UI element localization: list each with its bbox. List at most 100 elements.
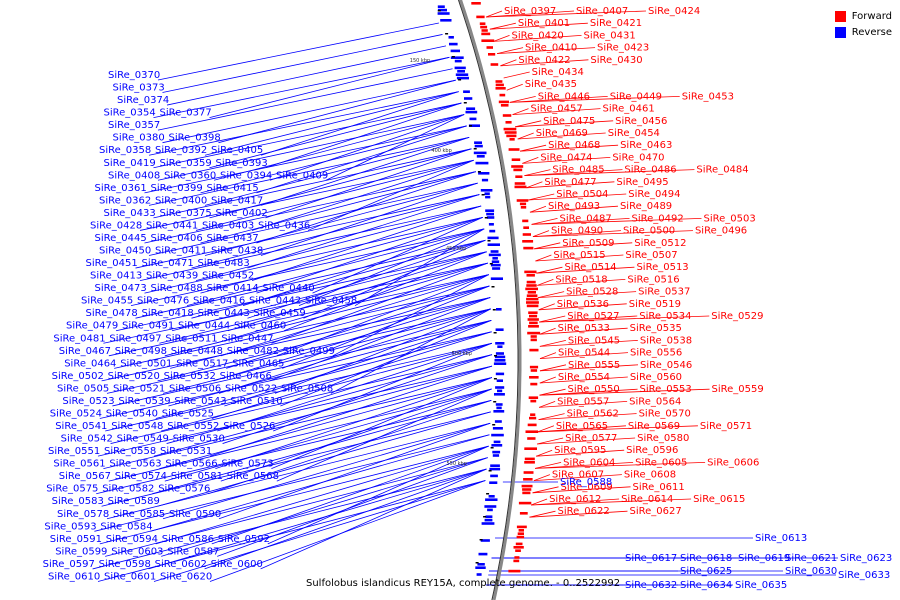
gene-label[interactable]: SiRe_0495 bbox=[616, 177, 668, 188]
gene-label[interactable]: SiRe_0402 bbox=[216, 208, 268, 219]
gene-label[interactable]: SiRe_0578 bbox=[57, 509, 109, 520]
gene-label[interactable]: SiRe_0569 bbox=[628, 421, 680, 432]
gene-label[interactable]: SiRe_0609 bbox=[561, 482, 613, 493]
gene-label[interactable]: SiRe_0625 bbox=[680, 566, 732, 577]
gene-label[interactable]: SiRe_0476 bbox=[137, 296, 189, 307]
gene-label[interactable]: SiRe_0520 bbox=[108, 371, 160, 382]
gene-label[interactable]: SiRe_0571 bbox=[700, 421, 752, 432]
gene-label[interactable]: SiRe_0481 bbox=[53, 333, 105, 344]
gene-label[interactable]: SiRe_0584 bbox=[100, 521, 152, 532]
gene-label[interactable]: SiRe_0519 bbox=[629, 299, 681, 310]
gene-label[interactable]: SiRe_0469 bbox=[536, 128, 588, 139]
gene-label[interactable]: SiRe_0491 bbox=[122, 321, 174, 332]
gene-label[interactable]: SiRe_0466 bbox=[220, 371, 272, 382]
gene-label[interactable]: SiRe_0559 bbox=[712, 384, 764, 395]
gene-label[interactable]: SiRe_0585 bbox=[113, 509, 165, 520]
gene-label[interactable]: SiRe_0555 bbox=[568, 360, 620, 371]
gene-label[interactable]: SiRe_0450 bbox=[99, 246, 151, 257]
gene-label[interactable]: SiRe_0467 bbox=[59, 346, 111, 357]
gene-label[interactable]: SiRe_0478 bbox=[86, 308, 138, 319]
gene-label[interactable]: SiRe_0599 bbox=[55, 546, 107, 557]
gene-label[interactable]: SiRe_0537 bbox=[638, 287, 690, 298]
gene-label[interactable]: SiRe_0460 bbox=[234, 321, 286, 332]
gene-label[interactable]: SiRe_0498 bbox=[115, 346, 167, 357]
gene-label[interactable]: SiRe_0453 bbox=[682, 91, 734, 102]
gene-label[interactable]: SiRe_0512 bbox=[634, 238, 686, 249]
gene-label[interactable]: SiRe_0410 bbox=[525, 43, 577, 54]
gene-label[interactable]: SiRe_0557 bbox=[557, 396, 609, 407]
gene-label[interactable]: SiRe_0418 bbox=[142, 308, 194, 319]
gene-label[interactable]: SiRe_0588 bbox=[560, 477, 612, 488]
gene-label[interactable]: SiRe_0401 bbox=[518, 18, 570, 29]
gene-label[interactable]: SiRe_0423 bbox=[597, 43, 649, 54]
gene-label[interactable]: SiRe_0591 bbox=[50, 534, 102, 545]
gene-label[interactable]: SiRe_0583 bbox=[52, 496, 104, 507]
gene-label[interactable]: SiRe_0442 bbox=[249, 296, 301, 307]
gene-label[interactable]: SiRe_0394 bbox=[220, 170, 272, 181]
gene-label[interactable]: SiRe_0463 bbox=[620, 140, 672, 151]
gene-label[interactable]: SiRe_0501 bbox=[120, 358, 172, 369]
gene-label[interactable]: SiRe_0415 bbox=[207, 183, 259, 194]
gene-label[interactable]: SiRe_0577 bbox=[565, 433, 617, 444]
gene-label[interactable]: SiRe_0614 bbox=[621, 494, 673, 505]
gene-label[interactable]: SiRe_0627 bbox=[629, 506, 681, 517]
gene-label[interactable]: SiRe_0434 bbox=[532, 67, 584, 78]
gene-label[interactable]: SiRe_0602 bbox=[155, 559, 207, 570]
gene-label[interactable]: SiRe_0509 bbox=[562, 238, 614, 249]
gene-label[interactable]: SiRe_0535 bbox=[630, 323, 682, 334]
gene-label[interactable]: SiRe_0417 bbox=[211, 195, 263, 206]
gene-label[interactable]: SiRe_0522 bbox=[225, 383, 277, 394]
gene-label[interactable]: SiRe_0436 bbox=[258, 220, 310, 231]
gene-label[interactable]: SiRe_0420 bbox=[512, 30, 564, 41]
gene-label[interactable]: SiRe_0413 bbox=[90, 271, 142, 282]
gene-label[interactable]: SiRe_0574 bbox=[115, 471, 167, 482]
gene-label[interactable]: SiRe_0392 bbox=[155, 145, 207, 156]
gene-label[interactable]: SiRe_0550 bbox=[568, 384, 620, 395]
gene-label[interactable]: SiRe_0570 bbox=[639, 409, 691, 420]
gene-label[interactable]: SiRe_0471 bbox=[142, 258, 194, 269]
gene-label[interactable]: SiRe_0456 bbox=[615, 116, 667, 127]
gene-label[interactable]: SiRe_0534 bbox=[639, 311, 691, 322]
gene-label[interactable]: SiRe_0497 bbox=[109, 333, 161, 344]
gene-label[interactable]: SiRe_0440 bbox=[263, 283, 315, 294]
gene-label[interactable]: SiRe_0407 bbox=[576, 6, 628, 17]
gene-label[interactable]: SiRe_0549 bbox=[117, 434, 169, 445]
gene-label[interactable]: SiRe_0408 bbox=[108, 170, 160, 181]
gene-label[interactable]: SiRe_0473 bbox=[95, 283, 147, 294]
gene-label[interactable]: SiRe_0433 bbox=[104, 208, 156, 219]
gene-label[interactable]: SiRe_0441 bbox=[146, 220, 198, 231]
gene-label[interactable]: SiRe_0618 bbox=[680, 553, 732, 564]
gene-label[interactable]: SiRe_0635 bbox=[735, 580, 787, 591]
gene-label[interactable]: SiRe_0558 bbox=[104, 446, 156, 457]
gene-label[interactable]: SiRe_0506 bbox=[169, 383, 221, 394]
gene-label[interactable]: SiRe_0620 bbox=[160, 571, 212, 582]
gene-label[interactable]: SiRe_0490 bbox=[551, 226, 603, 237]
gene-label[interactable]: SiRe_0444 bbox=[178, 321, 230, 332]
gene-label[interactable]: SiRe_0454 bbox=[608, 128, 660, 139]
gene-label[interactable]: SiRe_0447 bbox=[221, 333, 273, 344]
gene-label[interactable]: SiRe_0503 bbox=[704, 213, 756, 224]
gene-label[interactable]: SiRe_0607 bbox=[552, 470, 604, 481]
gene-label[interactable]: SiRe_0483 bbox=[198, 258, 250, 269]
gene-label[interactable]: SiRe_0611 bbox=[633, 482, 685, 493]
gene-label[interactable]: SiRe_0523 bbox=[62, 396, 114, 407]
gene-label[interactable]: SiRe_0538 bbox=[640, 335, 692, 346]
gene-label[interactable]: SiRe_0530 bbox=[173, 434, 225, 445]
gene-label[interactable]: SiRe_0354 bbox=[104, 108, 156, 119]
gene-label[interactable]: SiRe_0419 bbox=[104, 158, 156, 169]
gene-label[interactable]: SiRe_0589 bbox=[108, 496, 160, 507]
gene-label[interactable]: SiRe_0566 bbox=[165, 459, 217, 470]
gene-label[interactable]: SiRe_0446 bbox=[538, 91, 590, 102]
gene-label[interactable]: SiRe_0623 bbox=[840, 553, 892, 564]
gene-label[interactable]: SiRe_0516 bbox=[627, 274, 679, 285]
gene-label[interactable]: SiRe_0439 bbox=[146, 271, 198, 282]
gene-label[interactable]: SiRe_0362 bbox=[99, 195, 151, 206]
gene-label[interactable]: SiRe_0430 bbox=[590, 55, 642, 66]
gene-label[interactable]: SiRe_0458 bbox=[305, 296, 357, 307]
gene-label[interactable]: SiRe_0554 bbox=[558, 372, 610, 383]
gene-label[interactable]: SiRe_0488 bbox=[151, 283, 203, 294]
gene-label[interactable]: SiRe_0531 bbox=[160, 446, 212, 457]
gene-label[interactable]: SiRe_0416 bbox=[193, 296, 245, 307]
gene-label[interactable]: SiRe_0360 bbox=[164, 170, 216, 181]
gene-label[interactable]: SiRe_0437 bbox=[207, 233, 259, 244]
